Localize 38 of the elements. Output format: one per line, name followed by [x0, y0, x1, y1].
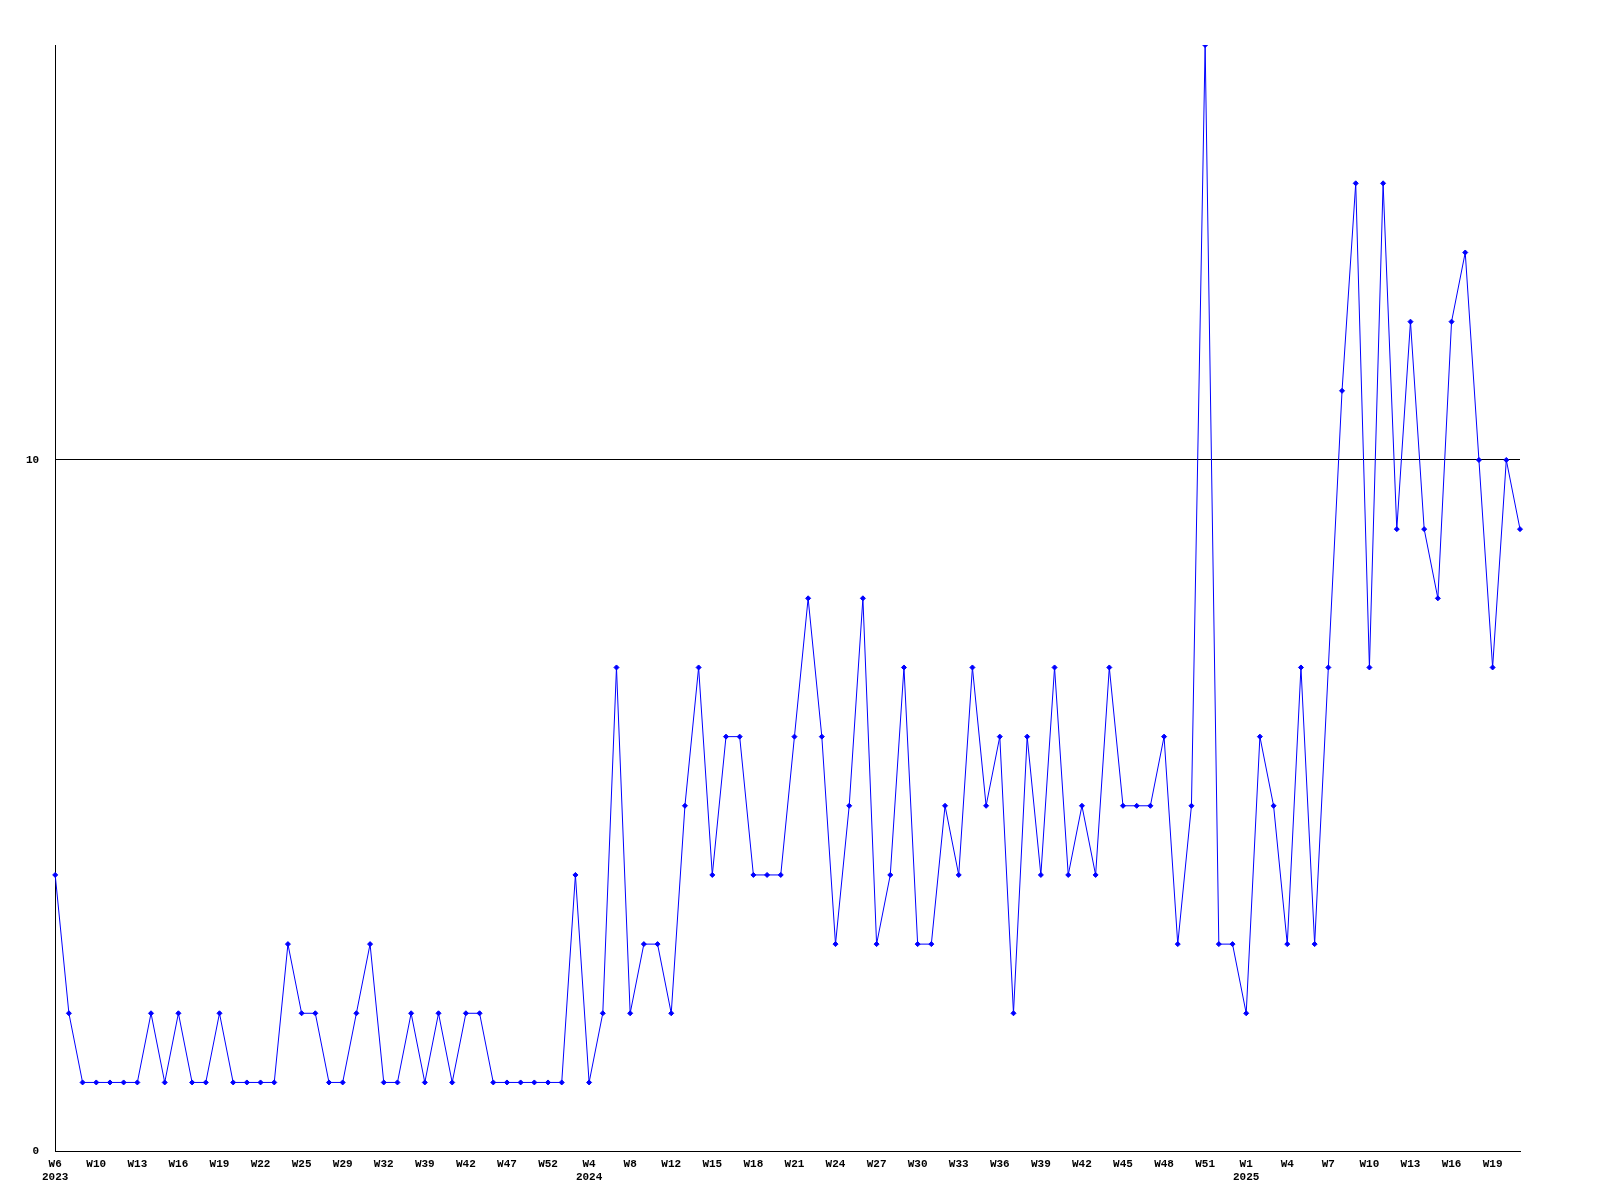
x-tick-label: W15 [702, 1157, 723, 1170]
x-tick-label: W13 [127, 1157, 148, 1170]
y-tick-label: 0 [32, 1145, 40, 1158]
x-tick-label: W10 [86, 1157, 107, 1170]
x-tick-label: W22 [250, 1157, 271, 1170]
x-tick-label: W33 [948, 1157, 970, 1170]
x-tick-label: W25 [291, 1157, 312, 1170]
x-tick-label: W42 [1072, 1157, 1092, 1170]
x-tick-label: W39 [414, 1157, 435, 1170]
x-tick-label: W24 [825, 1157, 846, 1170]
x-tick-label: W21 [784, 1157, 805, 1170]
x-tick-label: W32 [373, 1157, 394, 1170]
x-tick-label: W48 [1154, 1157, 1175, 1170]
x-tick-label: W6 2023 [42, 1157, 69, 1184]
x-tick-label: W12 [661, 1157, 682, 1170]
x-tick-label: W45 [1113, 1157, 1134, 1170]
x-tick-label: W10 [1359, 1157, 1380, 1170]
x-tick-label: W36 [989, 1157, 1010, 1170]
x-tick-label: W8 [623, 1157, 638, 1170]
x-tick-label: W16 [168, 1157, 189, 1170]
x-tick-label: W13 [1400, 1157, 1421, 1170]
x-tick-label: W52 [538, 1157, 558, 1170]
x-tick-label: W47 [497, 1157, 517, 1170]
y-tick-label: 10 [26, 453, 40, 466]
x-tick-label: W42 [455, 1157, 476, 1170]
x-tick-label: W16 [1441, 1157, 1462, 1170]
x-tick-label: W18 [743, 1157, 764, 1170]
x-tick-label: W30 [907, 1157, 928, 1170]
x-tick-label: W4 2024 [575, 1157, 603, 1184]
x-tick-label: W7 [1321, 1157, 1335, 1170]
x-tick-label: W39 [1030, 1157, 1051, 1170]
x-tick-label: W27 [866, 1157, 887, 1170]
x-tick-label: W29 [332, 1157, 353, 1170]
x-tick-label: W51 [1195, 1157, 1216, 1170]
x-tick-label: W1 2025 [1233, 1157, 1260, 1184]
x-tick-label: W19 [1482, 1157, 1503, 1170]
x-tick-label: W4 [1280, 1157, 1295, 1170]
x-tick-label: W19 [209, 1157, 230, 1170]
